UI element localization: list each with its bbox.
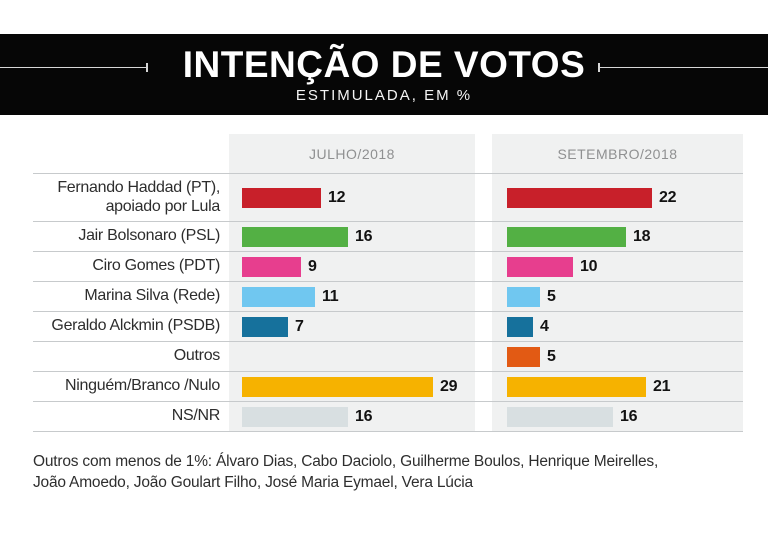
bar-cell-july: 12 bbox=[229, 187, 475, 208]
row-label: NS/NR bbox=[171, 407, 221, 425]
table-row: Jair Bolsonaro (PSL) 16 18 bbox=[33, 222, 743, 252]
page-title: INTENÇÃO DE VOTOS bbox=[182, 44, 586, 85]
bar-value: 5 bbox=[547, 347, 556, 365]
title-rule-right bbox=[598, 63, 768, 72]
page-subtitle: ESTIMULADA, EM % bbox=[295, 87, 473, 105]
column-header-row: JULHO/2018 SETEMBRO/2018 bbox=[33, 134, 743, 174]
bar-cell-july: 9 bbox=[229, 256, 475, 277]
bar-value: 12 bbox=[328, 188, 346, 206]
bar-value: 16 bbox=[620, 407, 638, 425]
bar-cell-july: 29 bbox=[229, 376, 475, 397]
bar bbox=[507, 376, 646, 397]
bar bbox=[507, 286, 540, 307]
bar bbox=[242, 226, 348, 247]
bar bbox=[242, 187, 321, 208]
bar-cell-july: 7 bbox=[229, 316, 475, 337]
bar-value: 5 bbox=[547, 287, 556, 305]
bar-cell-july: 16 bbox=[229, 226, 475, 247]
bar bbox=[507, 256, 573, 277]
bar-value: 16 bbox=[355, 227, 373, 245]
poll-chart: JULHO/2018 SETEMBRO/2018 Fernando Haddad… bbox=[33, 134, 743, 432]
table-row: Outros 5 bbox=[33, 342, 743, 372]
bar-value: 11 bbox=[322, 287, 339, 305]
bar-value: 22 bbox=[659, 188, 677, 206]
bar bbox=[242, 376, 433, 397]
table-row: Ninguém/Branco /Nulo 29 21 bbox=[33, 372, 743, 402]
column-header-julho: JULHO/2018 bbox=[309, 145, 395, 162]
bar bbox=[507, 346, 540, 367]
bar bbox=[507, 187, 652, 208]
bar-cell-sept: 10 bbox=[492, 256, 743, 277]
bar-cell-sept: 22 bbox=[492, 187, 743, 208]
bar-value: 9 bbox=[308, 257, 317, 275]
bar-cell-sept: 4 bbox=[492, 316, 743, 337]
bar bbox=[507, 406, 613, 427]
table-row: Ciro Gomes (PDT) 9 10 bbox=[33, 252, 743, 282]
header-banner: INTENÇÃO DE VOTOS ESTIMULADA, EM % bbox=[0, 34, 768, 115]
bar-cell-sept: 16 bbox=[492, 406, 743, 427]
bar bbox=[242, 256, 301, 277]
bar-cell-sept: 18 bbox=[492, 226, 743, 247]
bar bbox=[242, 286, 315, 307]
bar-value: 21 bbox=[653, 377, 671, 395]
table-row: NS/NR 16 16 bbox=[33, 402, 743, 432]
row-label: Outros bbox=[173, 347, 221, 365]
bar bbox=[242, 406, 348, 427]
bar-cell-sept: 5 bbox=[492, 286, 743, 307]
title-rule-left bbox=[0, 63, 148, 72]
row-label: Fernando Haddad (PT), apoiado por Lula bbox=[57, 179, 220, 215]
bar-value: 16 bbox=[355, 407, 373, 425]
bar-cell-july: 16 bbox=[229, 406, 475, 427]
row-label: Jair Bolsonaro (PSL) bbox=[78, 227, 220, 245]
table-row: Fernando Haddad (PT), apoiado por Lula 12… bbox=[33, 174, 743, 222]
row-label: Marina Silva (Rede) bbox=[84, 287, 220, 305]
bar-value: 29 bbox=[440, 377, 458, 395]
bar-value: 10 bbox=[580, 257, 598, 275]
poll-rows: JULHO/2018 SETEMBRO/2018 Fernando Haddad… bbox=[33, 134, 743, 432]
table-row: Marina Silva (Rede) 11 5 bbox=[33, 282, 743, 312]
bar-cell-sept: 21 bbox=[492, 376, 743, 397]
bar-cell-sept: 5 bbox=[492, 346, 743, 367]
row-label: Ninguém/Branco /Nulo bbox=[65, 377, 220, 395]
footnote: Outros com menos de 1%: Álvaro Dias, Cab… bbox=[33, 453, 659, 491]
bar-value: 7 bbox=[295, 317, 304, 335]
column-header-setembro: SETEMBRO/2018 bbox=[557, 145, 678, 162]
row-label: Geraldo Alckmin (PSDB) bbox=[51, 317, 220, 335]
bar-cell-july: 11 bbox=[229, 286, 475, 307]
bar bbox=[507, 316, 533, 337]
bar bbox=[507, 226, 626, 247]
row-label: Ciro Gomes (PDT) bbox=[92, 257, 220, 275]
bar-value: 4 bbox=[540, 317, 549, 335]
table-row: Geraldo Alckmin (PSDB) 7 4 bbox=[33, 312, 743, 342]
bar-value: 18 bbox=[633, 227, 651, 245]
bar bbox=[242, 316, 288, 337]
